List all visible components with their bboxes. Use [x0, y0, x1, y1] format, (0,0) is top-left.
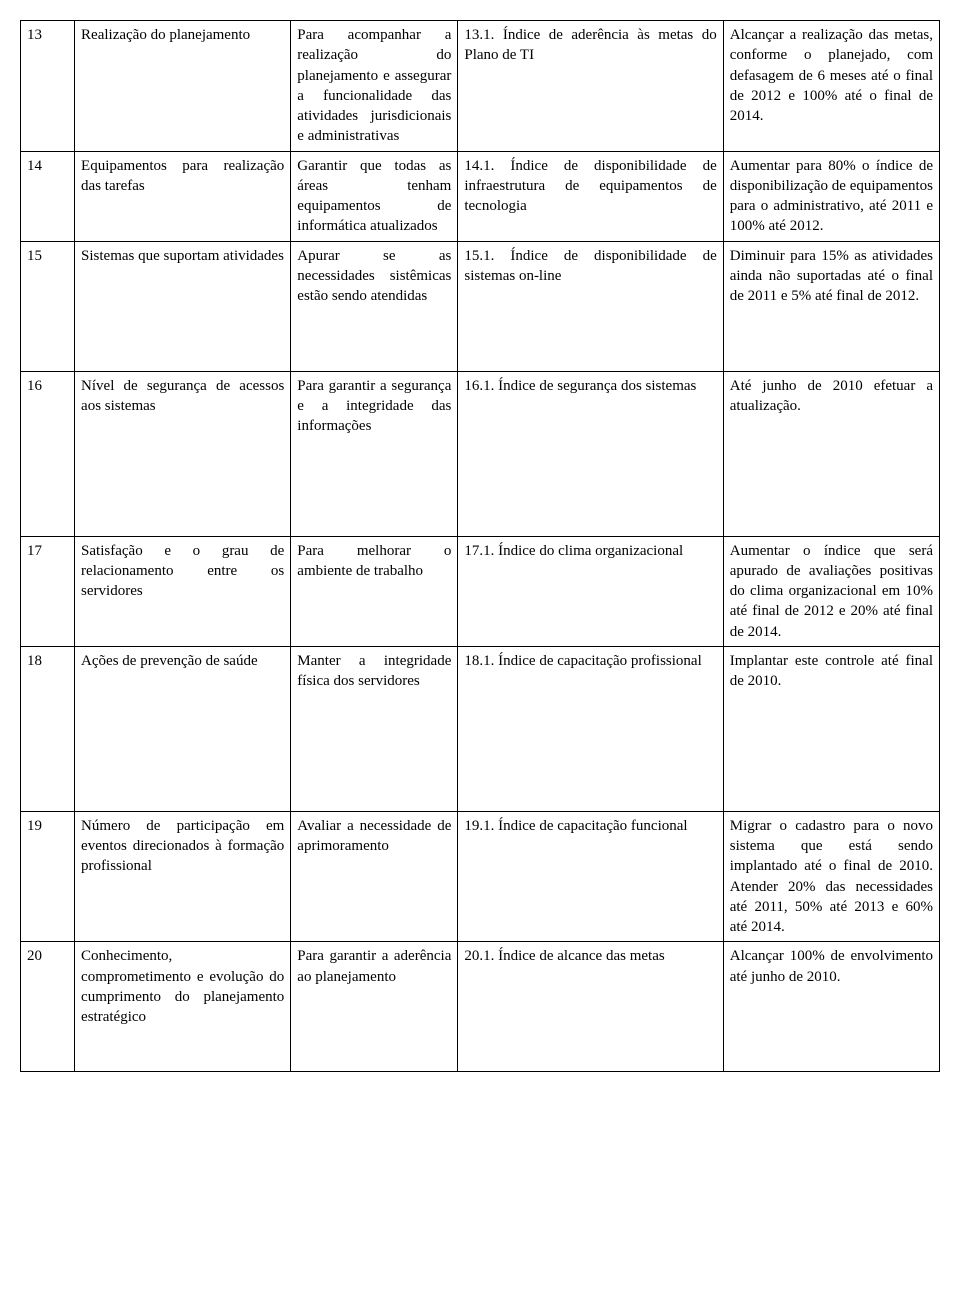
cell-indicator: 13.1. Índice de aderência às metas do Pl… [458, 21, 723, 152]
cell-num: 15 [21, 241, 75, 371]
cell-topic: Ações de prevenção de saúde [75, 646, 291, 811]
cell-num: 17 [21, 536, 75, 646]
cell-topic: Satisfação e o grau de relacionamento en… [75, 536, 291, 646]
table-row: 20 Conhecimento, comprometimento e evolu… [21, 942, 940, 1072]
cell-topic: Equipamentos para realização das tarefas [75, 151, 291, 241]
cell-goal: Aumentar para 80% o índice de disponibil… [723, 151, 939, 241]
cell-goal: Alcançar a realização das metas, conform… [723, 21, 939, 152]
cell-goal: Aumentar o índice que será apurado de av… [723, 536, 939, 646]
cell-purpose: Para garantir a aderência ao planejament… [291, 942, 458, 1072]
table-row: 16 Nível de segurança de acessos aos sis… [21, 371, 940, 536]
cell-purpose: Para melhorar o ambiente de trabalho [291, 536, 458, 646]
table-row: 13 Realização do planejamento Para acomp… [21, 21, 940, 152]
cell-topic: Conhecimento, comprometimento e evolução… [75, 942, 291, 1072]
cell-purpose: Garantir que todas as áreas tenham equip… [291, 151, 458, 241]
cell-purpose: Para garantir a segurança e a integridad… [291, 371, 458, 536]
cell-goal: Diminuir para 15% as atividades ainda nã… [723, 241, 939, 371]
cell-purpose: Para acompanhar a realização do planejam… [291, 21, 458, 152]
cell-topic: Sistemas que suportam atividades [75, 241, 291, 371]
cell-goal: Até junho de 2010 efetuar a atualização. [723, 371, 939, 536]
cell-indicator: 14.1. Índice de disponibilidade de infra… [458, 151, 723, 241]
cell-topic: Realização do planejamento [75, 21, 291, 152]
cell-purpose: Avaliar a necessidade de aprimoramento [291, 811, 458, 942]
cell-indicator: 19.1. Índice de capacitação funcional [458, 811, 723, 942]
cell-indicator: 16.1. Índice de segurança dos sistemas [458, 371, 723, 536]
cell-topic: Nível de segurança de acessos aos sistem… [75, 371, 291, 536]
cell-num: 13 [21, 21, 75, 152]
table-body: 13 Realização do planejamento Para acomp… [21, 21, 940, 1072]
cell-indicator: 18.1. Índice de capacitação profissional [458, 646, 723, 811]
cell-indicator: 17.1. Índice do clima organizacional [458, 536, 723, 646]
cell-num: 18 [21, 646, 75, 811]
table-row: 18 Ações de prevenção de saúde Manter a … [21, 646, 940, 811]
cell-indicator: 15.1. Índice de disponibilidade de siste… [458, 241, 723, 371]
table-row: 15 Sistemas que suportam atividades Apur… [21, 241, 940, 371]
cell-num: 14 [21, 151, 75, 241]
cell-indicator: 20.1. Índice de alcance das metas [458, 942, 723, 1072]
table-row: 14 Equipamentos para realização das tare… [21, 151, 940, 241]
cell-purpose: Apurar se as necessidades sistêmicas est… [291, 241, 458, 371]
table-row: 19 Número de participação em eventos dir… [21, 811, 940, 942]
cell-topic: Número de participação em eventos direci… [75, 811, 291, 942]
cell-num: 20 [21, 942, 75, 1072]
planning-table: 13 Realização do planejamento Para acomp… [20, 20, 940, 1072]
table-row: 17 Satisfação e o grau de relacionamento… [21, 536, 940, 646]
cell-goal: Implantar este controle até final de 201… [723, 646, 939, 811]
cell-num: 16 [21, 371, 75, 536]
cell-goal: Alcançar 100% de envolvimento até junho … [723, 942, 939, 1072]
cell-num: 19 [21, 811, 75, 942]
cell-purpose: Manter a integridade física dos servidor… [291, 646, 458, 811]
cell-goal: Migrar o cadastro para o novo sistema qu… [723, 811, 939, 942]
